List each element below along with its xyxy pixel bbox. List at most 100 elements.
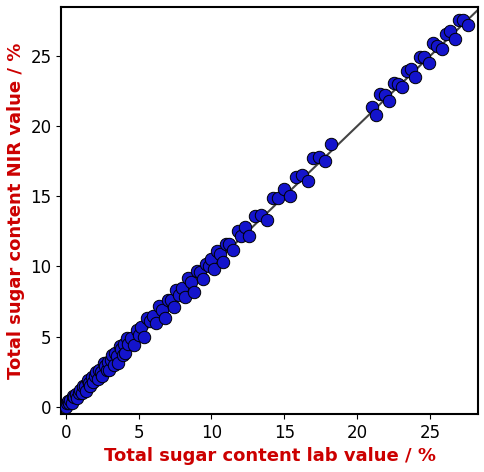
Point bbox=[411, 73, 419, 81]
Point bbox=[101, 362, 109, 370]
Point bbox=[446, 27, 454, 34]
Point bbox=[64, 397, 72, 405]
Point bbox=[135, 331, 142, 339]
Point bbox=[63, 399, 71, 407]
Point bbox=[166, 296, 174, 304]
Point bbox=[389, 79, 396, 86]
Point bbox=[291, 173, 299, 180]
Point bbox=[130, 341, 138, 349]
Point bbox=[257, 211, 264, 219]
Point bbox=[326, 141, 334, 148]
Point bbox=[123, 334, 131, 342]
Point bbox=[367, 103, 375, 110]
Point bbox=[107, 357, 115, 364]
Point bbox=[262, 216, 270, 224]
Point bbox=[236, 232, 244, 239]
Point bbox=[187, 278, 195, 286]
Point bbox=[229, 246, 237, 253]
Point bbox=[110, 361, 118, 369]
Point bbox=[108, 351, 116, 359]
Point bbox=[204, 263, 212, 270]
Point bbox=[155, 302, 163, 310]
Point bbox=[415, 54, 423, 61]
Point bbox=[193, 267, 200, 274]
Point bbox=[85, 379, 93, 387]
Point bbox=[463, 21, 471, 29]
Point bbox=[104, 358, 112, 366]
Point bbox=[402, 67, 409, 75]
Point bbox=[437, 45, 445, 53]
Point bbox=[72, 390, 80, 398]
Point bbox=[91, 372, 99, 379]
Point bbox=[88, 373, 96, 381]
Point bbox=[303, 177, 311, 185]
Point bbox=[213, 247, 221, 255]
Point bbox=[450, 35, 458, 43]
Point bbox=[286, 193, 293, 200]
Point bbox=[121, 350, 129, 357]
Point bbox=[75, 389, 83, 396]
Point bbox=[210, 266, 218, 273]
Point bbox=[433, 42, 440, 50]
Point bbox=[137, 323, 145, 330]
Point bbox=[172, 287, 180, 294]
Point bbox=[297, 171, 305, 179]
Point bbox=[66, 396, 74, 404]
Point bbox=[78, 389, 86, 396]
Point bbox=[216, 250, 224, 258]
Point bbox=[94, 375, 102, 382]
Point bbox=[169, 303, 177, 311]
Point bbox=[241, 223, 248, 231]
Point bbox=[68, 399, 76, 406]
Point bbox=[149, 312, 157, 320]
Point bbox=[65, 399, 73, 406]
Point bbox=[100, 360, 107, 367]
Point bbox=[274, 194, 282, 202]
Y-axis label: Total sugar content NIR value / %: Total sugar content NIR value / % bbox=[7, 42, 25, 379]
Point bbox=[251, 212, 258, 220]
Point bbox=[198, 275, 206, 283]
Point bbox=[69, 392, 77, 399]
Point bbox=[152, 319, 160, 326]
Point bbox=[201, 260, 209, 268]
Point bbox=[190, 288, 197, 295]
Point bbox=[233, 228, 241, 235]
Point bbox=[87, 382, 94, 389]
Point bbox=[146, 317, 154, 325]
Point bbox=[81, 382, 89, 389]
Point bbox=[133, 326, 141, 333]
Point bbox=[376, 90, 383, 98]
Point bbox=[406, 65, 414, 72]
Point bbox=[84, 376, 91, 384]
Point bbox=[459, 16, 467, 23]
Point bbox=[116, 343, 123, 350]
Point bbox=[97, 368, 105, 375]
Point bbox=[428, 40, 436, 47]
Point bbox=[181, 294, 189, 301]
Point bbox=[397, 83, 405, 91]
Point bbox=[127, 334, 135, 342]
Point bbox=[393, 80, 401, 88]
Point bbox=[164, 296, 171, 304]
Point bbox=[280, 185, 287, 193]
Point bbox=[117, 346, 125, 353]
Point bbox=[371, 111, 379, 119]
Point bbox=[196, 268, 203, 276]
Point bbox=[114, 360, 122, 367]
Point bbox=[119, 351, 126, 359]
Point bbox=[219, 259, 227, 266]
Point bbox=[76, 386, 84, 394]
Point bbox=[175, 291, 183, 298]
Point bbox=[98, 372, 106, 379]
Point bbox=[161, 315, 168, 322]
Point bbox=[245, 232, 253, 239]
Point bbox=[454, 16, 462, 23]
Point bbox=[120, 340, 128, 347]
Point bbox=[158, 306, 166, 314]
Point bbox=[111, 350, 119, 357]
Point bbox=[95, 367, 103, 374]
Point bbox=[71, 393, 78, 401]
Point bbox=[222, 240, 229, 248]
Point bbox=[92, 368, 100, 375]
Point bbox=[106, 367, 113, 374]
